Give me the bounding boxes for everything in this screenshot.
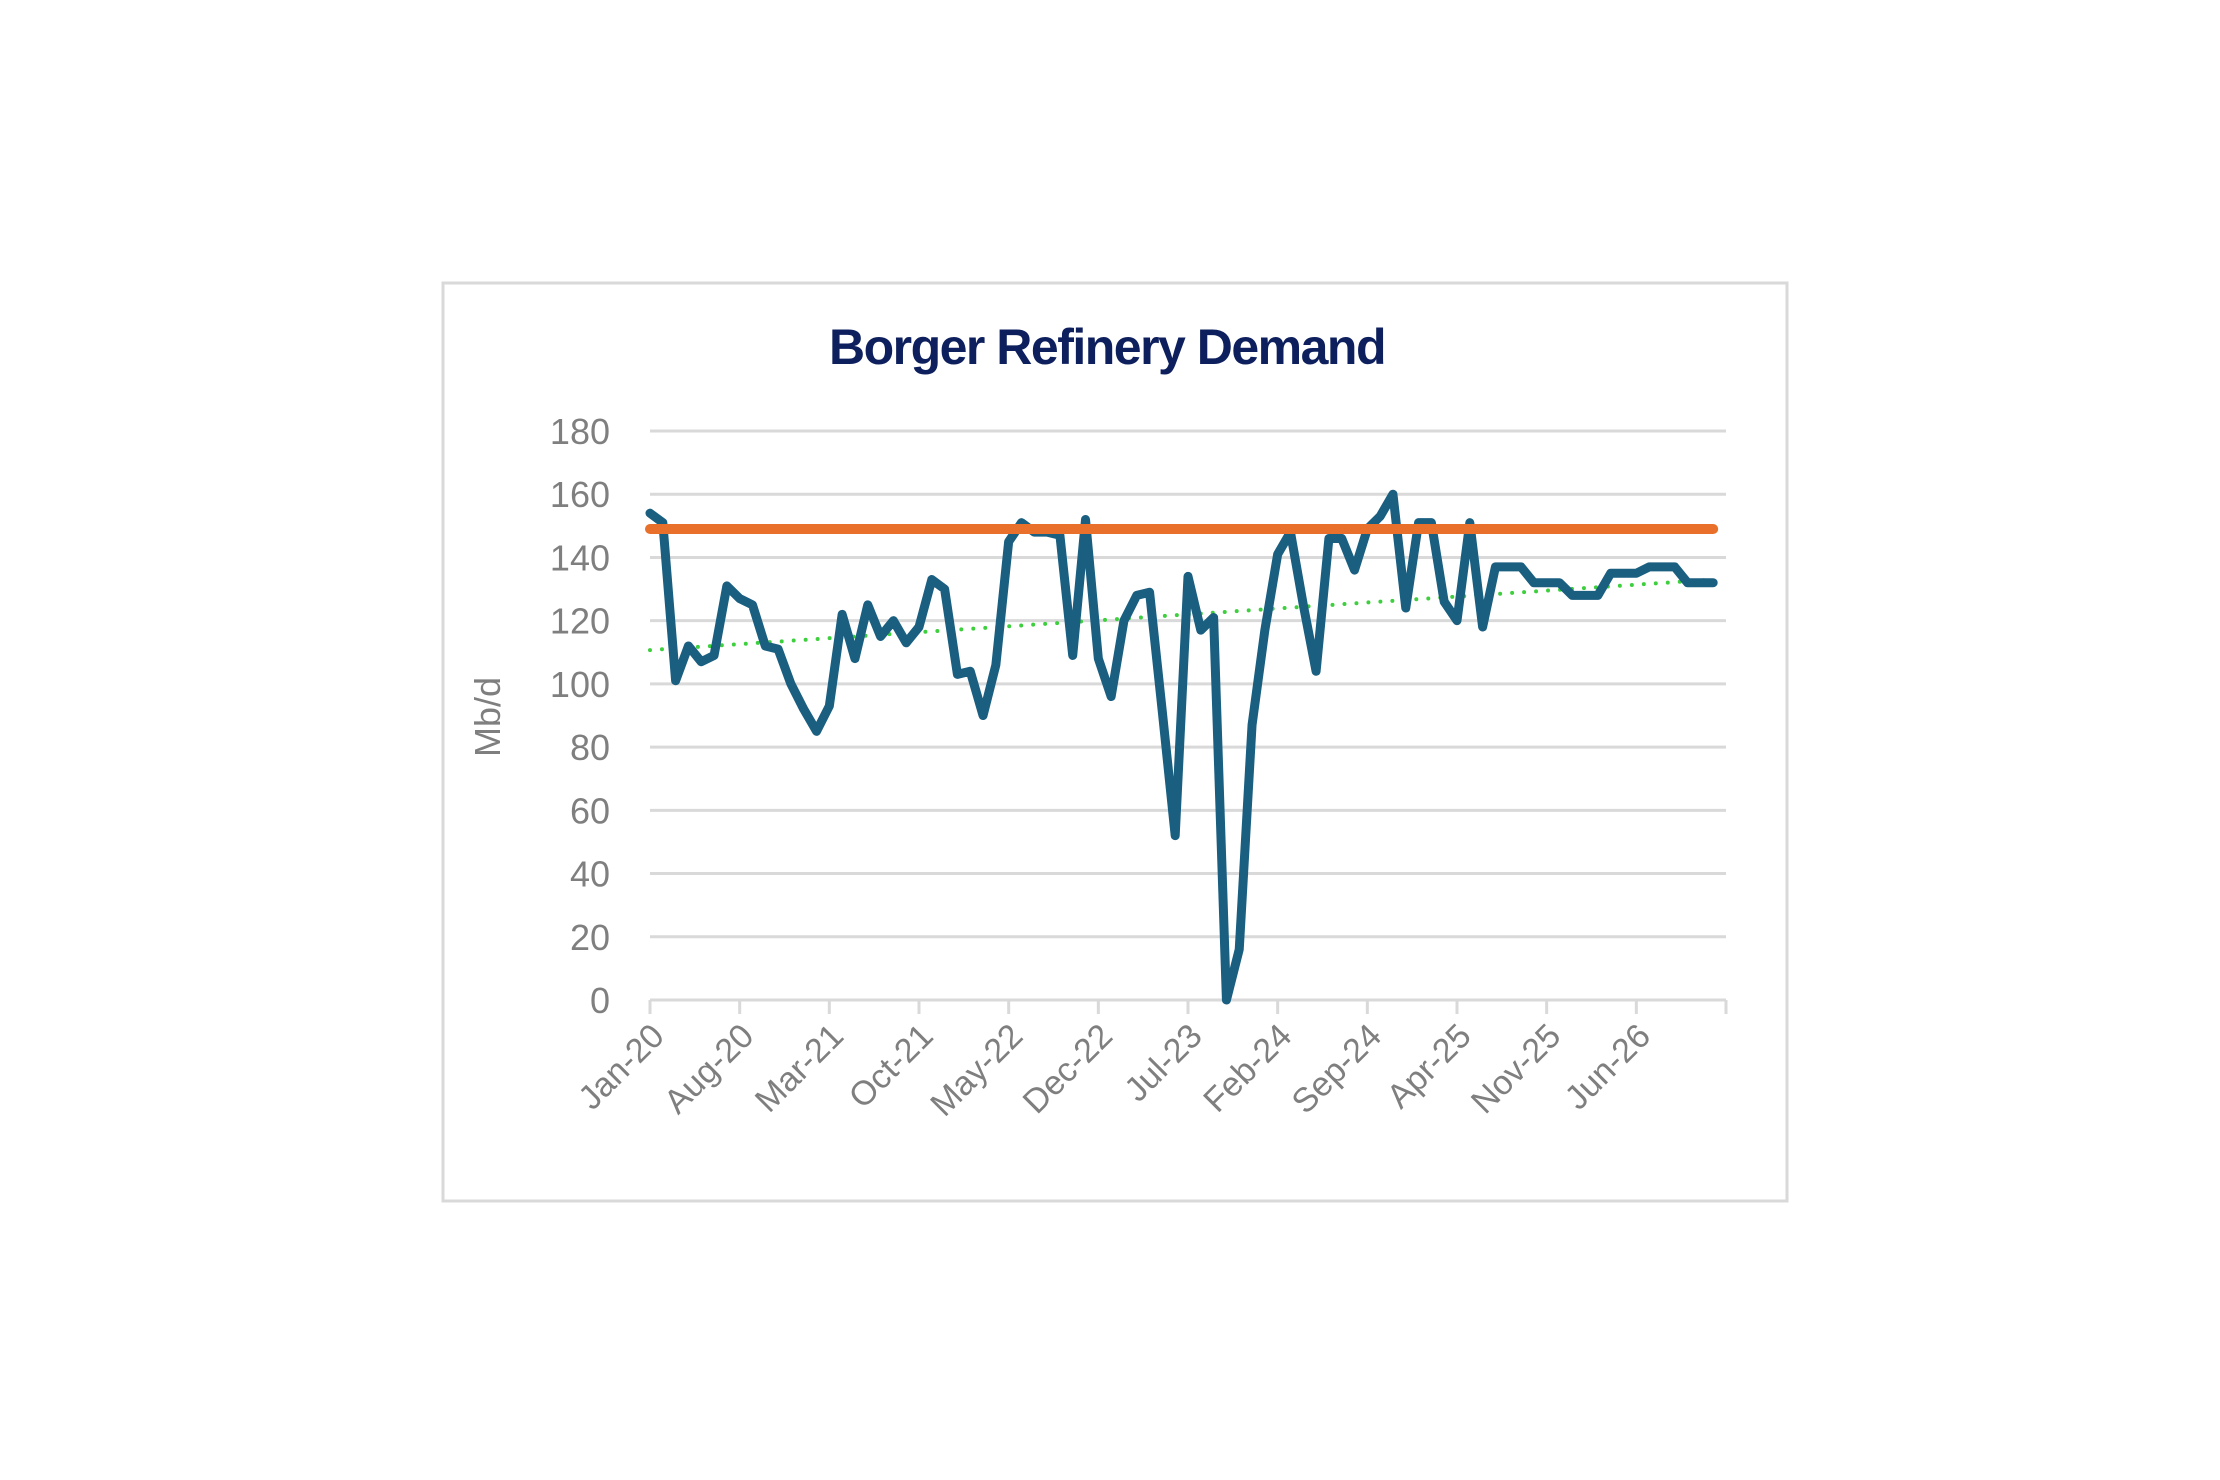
y-tick-label: 100 — [550, 664, 610, 705]
chart-frame — [441, 281, 1789, 1203]
y-axis-label: Mb/d — [467, 677, 508, 757]
demand-line — [645, 489, 1718, 1005]
y-tick-label: 40 — [570, 854, 610, 895]
y-tick-label: 60 — [570, 790, 610, 831]
chart-title: Borger Refinery Demand — [829, 319, 1385, 375]
y-tick-label: 180 — [550, 411, 610, 452]
y-tick-label: 0 — [590, 980, 610, 1021]
y-tick-label: 120 — [550, 601, 610, 642]
y-tick-label: 20 — [570, 917, 610, 958]
y-tick-label: 160 — [550, 474, 610, 515]
trendline — [648, 577, 1716, 653]
y-tick-label: 140 — [550, 537, 610, 578]
y-tick-label: 80 — [570, 727, 610, 768]
